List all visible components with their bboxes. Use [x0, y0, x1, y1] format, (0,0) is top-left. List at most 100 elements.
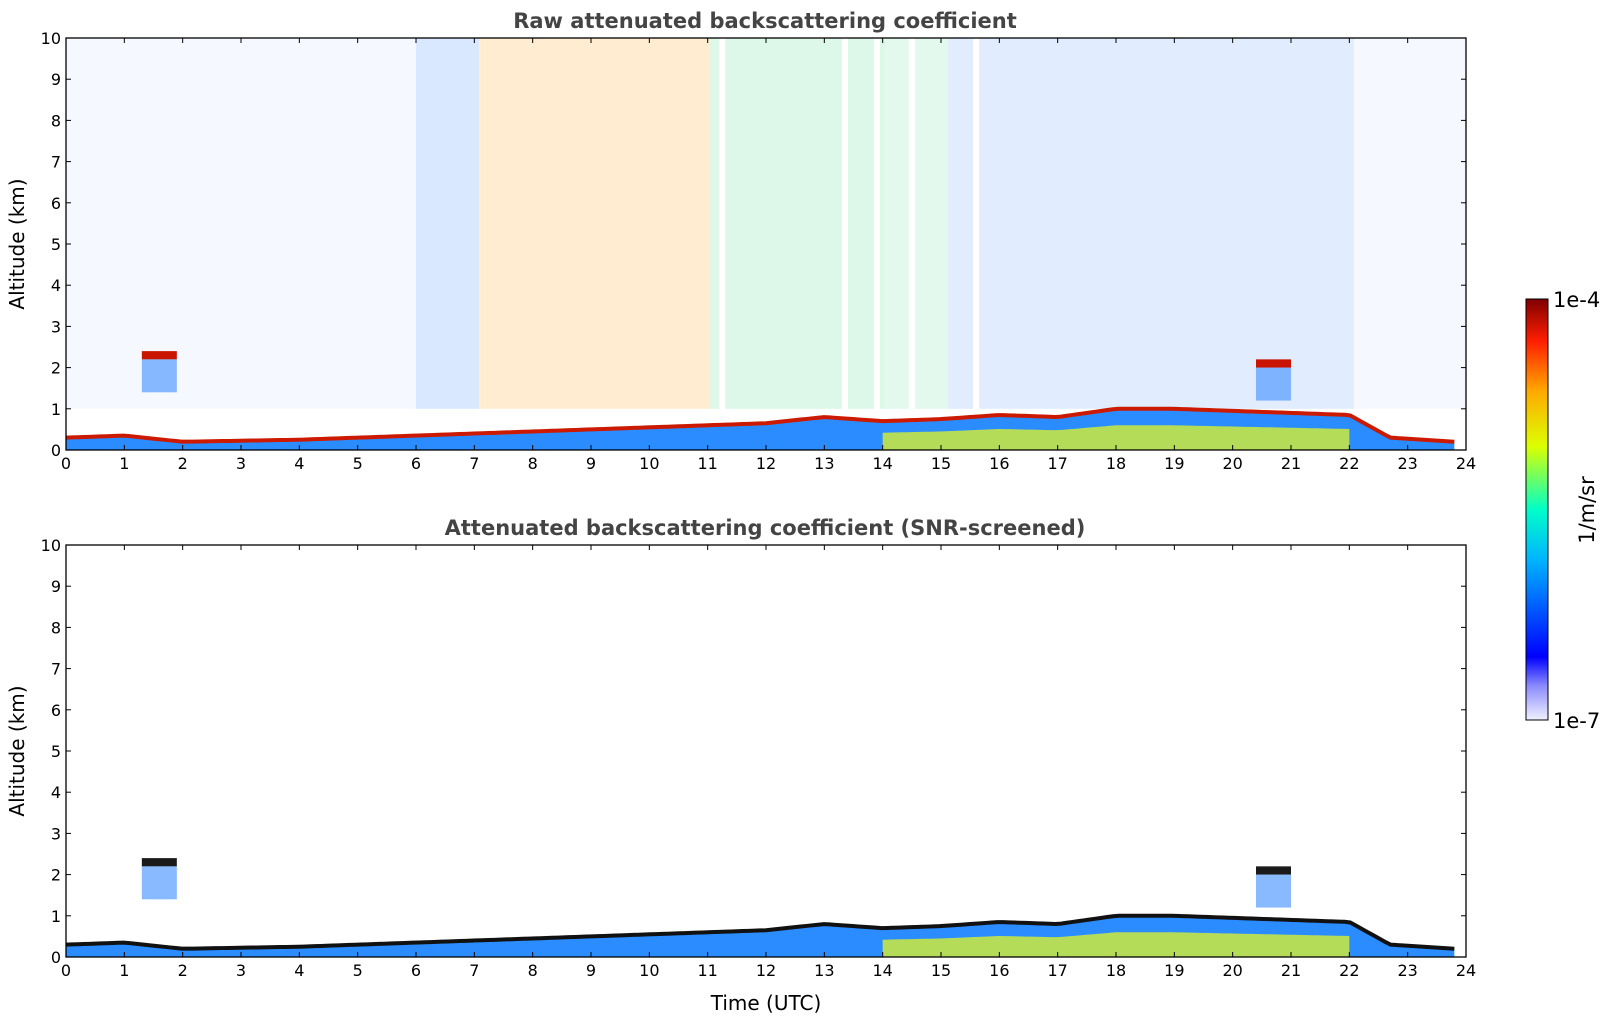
noise-column [1200, 38, 1207, 409]
cloud-base [141, 866, 177, 900]
noise-column [1067, 38, 1074, 409]
noise-column [157, 38, 164, 409]
noise-column [1305, 38, 1312, 409]
x-tick-label: 18 [1106, 454, 1126, 473]
y-tick-label: 3 [51, 317, 61, 336]
noise-column [647, 38, 654, 409]
noise-column [1095, 38, 1102, 409]
x-tick-label: 11 [697, 961, 717, 980]
noise-column [1459, 38, 1466, 409]
data-gap [908, 38, 915, 450]
noise-column [1326, 38, 1333, 409]
y-tick-label: 8 [51, 618, 61, 637]
noise-column [612, 38, 619, 409]
snr-screened-panel: Attenuated backscattering coefficient (S… [5, 516, 1476, 1015]
data-gap [873, 38, 880, 450]
noise-column [899, 38, 906, 409]
noise-column [185, 38, 192, 409]
noise-column [1130, 38, 1137, 409]
x-tick-label: 24 [1456, 454, 1476, 473]
noise-column [829, 38, 836, 409]
noise-column [815, 38, 822, 409]
noise-column [66, 38, 73, 409]
y-tick-label: 4 [51, 276, 61, 295]
noise-column [1053, 38, 1060, 409]
noise-column [1312, 38, 1319, 409]
noise-column [199, 38, 206, 409]
noise-column [773, 38, 780, 409]
noise-column [570, 38, 577, 409]
y-tick-label: 9 [51, 577, 61, 596]
noise-column [437, 38, 444, 409]
y-tick-label: 2 [51, 866, 61, 885]
noise-column [129, 38, 136, 409]
noise-column [619, 38, 626, 409]
noise-column [1298, 38, 1305, 409]
noise-column [1389, 38, 1396, 409]
noise-column [654, 38, 661, 409]
noise-column [178, 38, 185, 409]
noise-column [444, 38, 451, 409]
noise-column [1263, 38, 1270, 409]
noise-column [227, 38, 234, 409]
noise-column [976, 38, 983, 409]
x-tick-label: 23 [1397, 454, 1417, 473]
y-tick-label: 9 [51, 70, 61, 89]
noise-column [962, 38, 969, 409]
noise-column [1354, 38, 1361, 409]
noise-column [1228, 38, 1235, 409]
cloud-layer [141, 858, 177, 867]
y-tick-label: 1 [51, 907, 61, 926]
noise-column [143, 38, 150, 409]
noise-column [808, 38, 815, 409]
noise-column [668, 38, 675, 409]
noise-column [206, 38, 213, 409]
x-tick-label: 13 [814, 454, 834, 473]
data-gap [719, 38, 726, 450]
noise-column [101, 38, 108, 409]
noise-column [1046, 38, 1053, 409]
noise-column [234, 38, 241, 409]
noise-column [1165, 38, 1172, 409]
noise-column [822, 38, 829, 409]
noise-column [1151, 38, 1158, 409]
noise-column [710, 38, 717, 409]
x-tick-label: 10 [639, 961, 659, 980]
noise-column [395, 38, 402, 409]
noise-column [423, 38, 430, 409]
noise-column [1235, 38, 1242, 409]
x-tick-label: 18 [1106, 961, 1126, 980]
noise-column [1221, 38, 1228, 409]
noise-column [521, 38, 528, 409]
noise-column [1193, 38, 1200, 409]
y-tick-label: 0 [51, 948, 61, 967]
noise-column [577, 38, 584, 409]
x-tick-label: 21 [1281, 961, 1301, 980]
heatmap-layer [65, 38, 1466, 450]
x-tick-label: 1 [119, 454, 129, 473]
noise-column [248, 38, 255, 409]
noise-column [1361, 38, 1368, 409]
noise-column [318, 38, 325, 409]
x-tick-label: 9 [586, 454, 596, 473]
noise-column [591, 38, 598, 409]
noise-column [1277, 38, 1284, 409]
noise-column [241, 38, 248, 409]
x-tick-label: 10 [639, 454, 659, 473]
noise-column [1116, 38, 1123, 409]
noise-column [297, 38, 304, 409]
mixed-layer-fill [882, 425, 1350, 450]
noise-column [878, 38, 885, 409]
noise-column [1060, 38, 1067, 409]
noise-column [1249, 38, 1256, 409]
noise-column [1445, 38, 1452, 409]
noise-column [402, 38, 409, 409]
cloud-base [1256, 874, 1291, 908]
noise-column [927, 38, 934, 409]
colorbar-min-label: 1e-7 [1553, 709, 1600, 733]
noise-column [1018, 38, 1025, 409]
noise-column [486, 38, 493, 409]
noise-column [1396, 38, 1403, 409]
x-tick-label: 17 [1047, 454, 1067, 473]
noise-column [339, 38, 346, 409]
